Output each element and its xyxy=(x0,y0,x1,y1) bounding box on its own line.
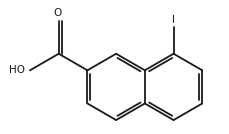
Text: I: I xyxy=(171,15,174,25)
Text: HO: HO xyxy=(9,65,25,75)
Text: O: O xyxy=(53,8,61,18)
